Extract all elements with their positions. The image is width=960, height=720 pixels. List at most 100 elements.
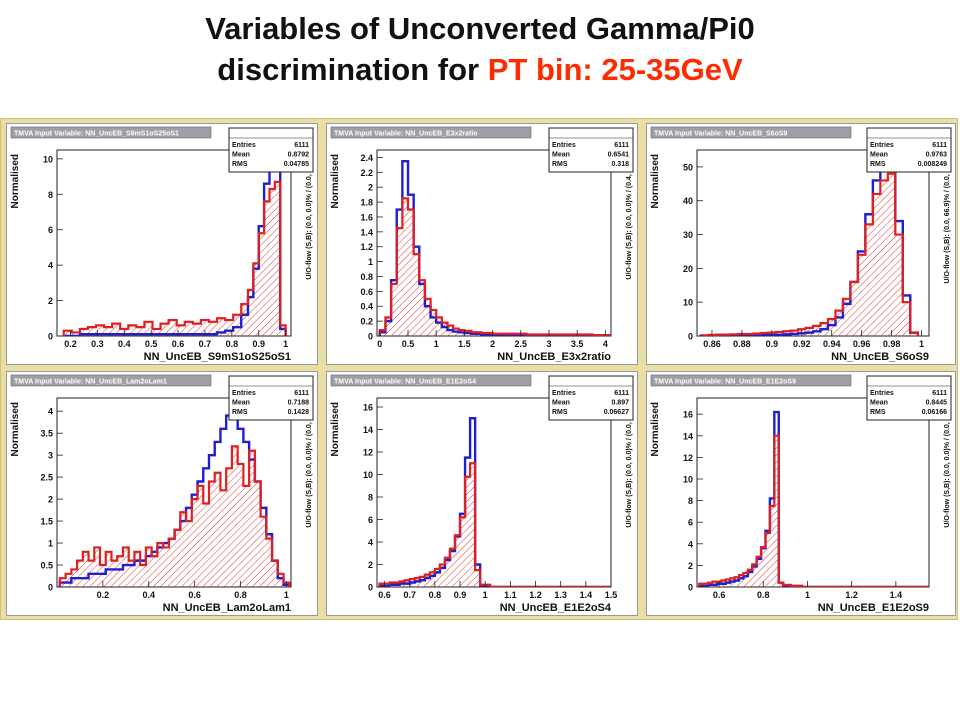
background-bin — [104, 327, 113, 336]
background-series-line — [378, 462, 611, 587]
histogram-svg: TMVA Input Variable: NN_UncEB_Lam2oLam1 0… — [10, 374, 314, 614]
background-bin — [460, 517, 466, 587]
y-tick-label: 6 — [688, 518, 693, 528]
background-bin — [449, 548, 455, 587]
background-bin — [63, 330, 72, 336]
histogram-svg: TMVA Input Variable: NN_UncEB_E3x2ratio 0… — [330, 126, 634, 363]
stats-box — [866, 127, 952, 173]
y-axis-label: Normalised — [10, 402, 21, 456]
background-bin — [186, 521, 192, 587]
background-bin — [71, 332, 80, 336]
background-bin — [136, 327, 145, 336]
background-bin — [247, 289, 254, 336]
background-bin — [743, 572, 748, 587]
x-tick-label: 1.5 — [605, 590, 618, 600]
background-bin — [734, 577, 739, 587]
x-tick-label: 0.7 — [199, 339, 212, 349]
background-bin — [243, 485, 250, 587]
y-tick-label: 1.8 — [360, 198, 373, 208]
y-tick-label: 6 — [368, 515, 373, 525]
panel-header: TMVA Input Variable: NN_UncEB_Lam2oLam1 — [14, 379, 167, 386]
x-tick-label: 1.2 — [529, 590, 542, 600]
background-bin — [475, 570, 481, 587]
background-bin — [842, 298, 851, 336]
background-bin — [203, 503, 209, 587]
background-bin — [769, 506, 775, 587]
background-bin — [436, 317, 442, 336]
histogram-panel: TMVA Input Variable: NN_UncEB_E3x2ratio 0… — [326, 123, 638, 365]
stats-label: RMS — [552, 409, 568, 416]
y-tick-label: 30 — [683, 230, 693, 240]
title-line2-prefix: discrimination for — [217, 52, 488, 87]
panel-header: TMVA Input Variable: NN_UncEB_E1E2oS9 — [654, 379, 796, 386]
stats-value: 6111 — [614, 390, 629, 397]
background-bin — [266, 538, 273, 587]
stats-label: Mean — [870, 400, 888, 407]
panel-header: TMVA Input Variable: NN_UncEB_E3x2ratio — [334, 131, 478, 138]
x-axis-label: NN_UncEB_Lam2oLam1 — [163, 602, 291, 614]
y-tick-label: 10 — [363, 470, 373, 480]
background-bin — [419, 576, 425, 587]
background-bin — [208, 321, 218, 336]
background-bin — [117, 556, 123, 587]
y-tick-label: 4 — [48, 261, 53, 271]
background-bin — [200, 320, 209, 336]
stats-box — [228, 127, 314, 173]
background-bin — [128, 325, 137, 336]
y-tick-label: 14 — [683, 431, 693, 441]
background-bin — [391, 283, 397, 336]
x-tick-label: 1 — [805, 590, 810, 600]
slide-title: Variables of Unconverted Gamma/Pi0 discr… — [0, 8, 960, 90]
x-tick-label: 1.4 — [890, 590, 903, 600]
background-series-line — [62, 180, 287, 336]
stats-label: Mean — [232, 400, 250, 407]
plot-area — [696, 397, 930, 588]
y-axis-label: Normalised — [10, 154, 21, 208]
background-bin — [752, 564, 757, 587]
x-axis-label: NN_UncEB_E1E2oS9 — [818, 602, 929, 614]
x-tick-label: 0.9 — [766, 339, 779, 349]
y-tick-label: 1.6 — [360, 212, 373, 222]
stats-value: 0.8445 — [926, 400, 948, 407]
background-bin — [441, 322, 448, 336]
stats-label: Mean — [552, 152, 570, 159]
x-tick-label: 0.6 — [172, 339, 185, 349]
x-tick-label: 0.86 — [703, 339, 721, 349]
x-tick-label: 0.8 — [234, 590, 247, 600]
background-series-line — [378, 197, 611, 336]
y-tick-label: 2.2 — [360, 168, 373, 178]
histogram-bars — [378, 417, 611, 587]
histogram-bars — [62, 154, 287, 336]
panel-header: TMVA Input Variable: NN_UncEB_E1E2oS4 — [334, 379, 476, 386]
stats-box — [548, 127, 634, 173]
background-bin — [439, 564, 445, 587]
overflow-label: U/O-flow (S,B): (0.0, 66.9)% / (0.0, 0.0… — [944, 153, 951, 283]
histogram-svg: TMVA Input Variable: NN_UncEB_E1E2oS9 0.6… — [650, 374, 952, 614]
y-tick-label: 1 — [48, 539, 53, 549]
y-tick-label: 0 — [368, 583, 373, 593]
y-tick-label: 16 — [363, 403, 373, 413]
y-tick-label: 8 — [48, 190, 53, 200]
histogram-panel: TMVA Input Variable: NN_UncEB_S9mS1oS25o… — [6, 123, 318, 365]
background-bin — [761, 547, 766, 587]
x-tick-label: 0.88 — [733, 339, 751, 349]
x-tick-label: 0.4 — [143, 590, 156, 600]
panel-header: TMVA Input Variable: NN_UncEB_S9mS1oS25o… — [14, 131, 179, 138]
stats-label: Mean — [232, 152, 250, 159]
x-tick-label: 0 — [377, 339, 382, 349]
y-tick-label: 0 — [688, 332, 693, 342]
stats-label: Entries — [870, 390, 894, 397]
stats-value: 0.897 — [611, 400, 629, 407]
background-bin — [413, 254, 420, 336]
background-bin — [765, 533, 770, 587]
x-tick-label: 2 — [490, 339, 495, 349]
stats-value: 0.9763 — [926, 152, 948, 159]
stats-label: RMS — [232, 409, 248, 416]
background-bin — [910, 332, 918, 336]
background-bin — [424, 298, 431, 336]
background-series-line — [58, 445, 291, 587]
stats-label: Entries — [552, 390, 576, 397]
background-bin — [176, 325, 185, 336]
header-bar — [330, 374, 532, 387]
y-tick-label: 8 — [368, 493, 373, 503]
